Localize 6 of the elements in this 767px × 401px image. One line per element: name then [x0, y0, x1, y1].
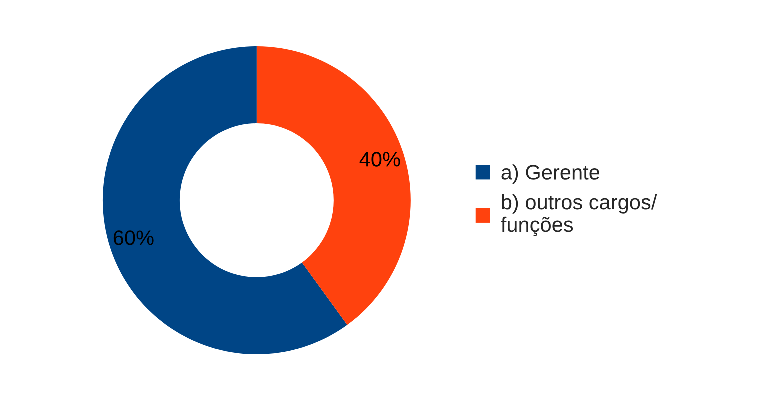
- donut-slice: [102, 46, 348, 354]
- donut-slice: [256, 46, 411, 326]
- data-label: 40%: [360, 152, 400, 167]
- data-label: 60%: [114, 230, 154, 246]
- legend-label: b) outros cargos/ funções: [501, 194, 658, 236]
- legend-label: a) Gerente: [502, 164, 600, 184]
